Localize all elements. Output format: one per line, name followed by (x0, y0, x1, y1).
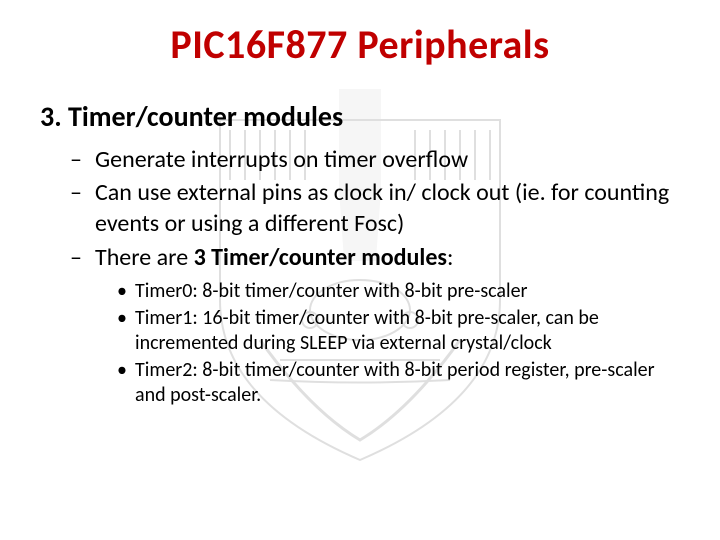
section-heading: 3. Timer/counter modules (40, 99, 680, 134)
list-item: Timer2: 8-bit timer/counter with 8-bit p… (135, 358, 680, 408)
list-item: Timer1: 16-bit timer/counter with 8-bit … (135, 306, 680, 356)
list-item: Generate interrupts on timer overflow (95, 144, 680, 175)
slide-title: PIC16F877 Peripherals (40, 20, 680, 69)
list-item: Timer0: 8-bit timer/counter with 8-bit p… (135, 279, 680, 304)
bullet-list-level1: Generate interrupts on timer overflow Ca… (40, 144, 680, 408)
section-number: 3. (40, 99, 62, 134)
section-heading-text: Timer/counter modules (68, 99, 343, 134)
slide-content: PIC16F877 Peripherals 3. Timer/counter m… (0, 0, 720, 430)
bullet-list-level2: Timer0: 8-bit timer/counter with 8-bit p… (95, 279, 680, 408)
bullet-bold: 3 Timer/counter modules (194, 243, 447, 272)
list-item: There are 3 Timer/counter modules: Timer… (95, 242, 680, 408)
bullet-suffix: : (447, 243, 453, 272)
bullet-prefix: There are (95, 243, 194, 272)
list-item: Can use external pins as clock in/ clock… (95, 177, 680, 239)
